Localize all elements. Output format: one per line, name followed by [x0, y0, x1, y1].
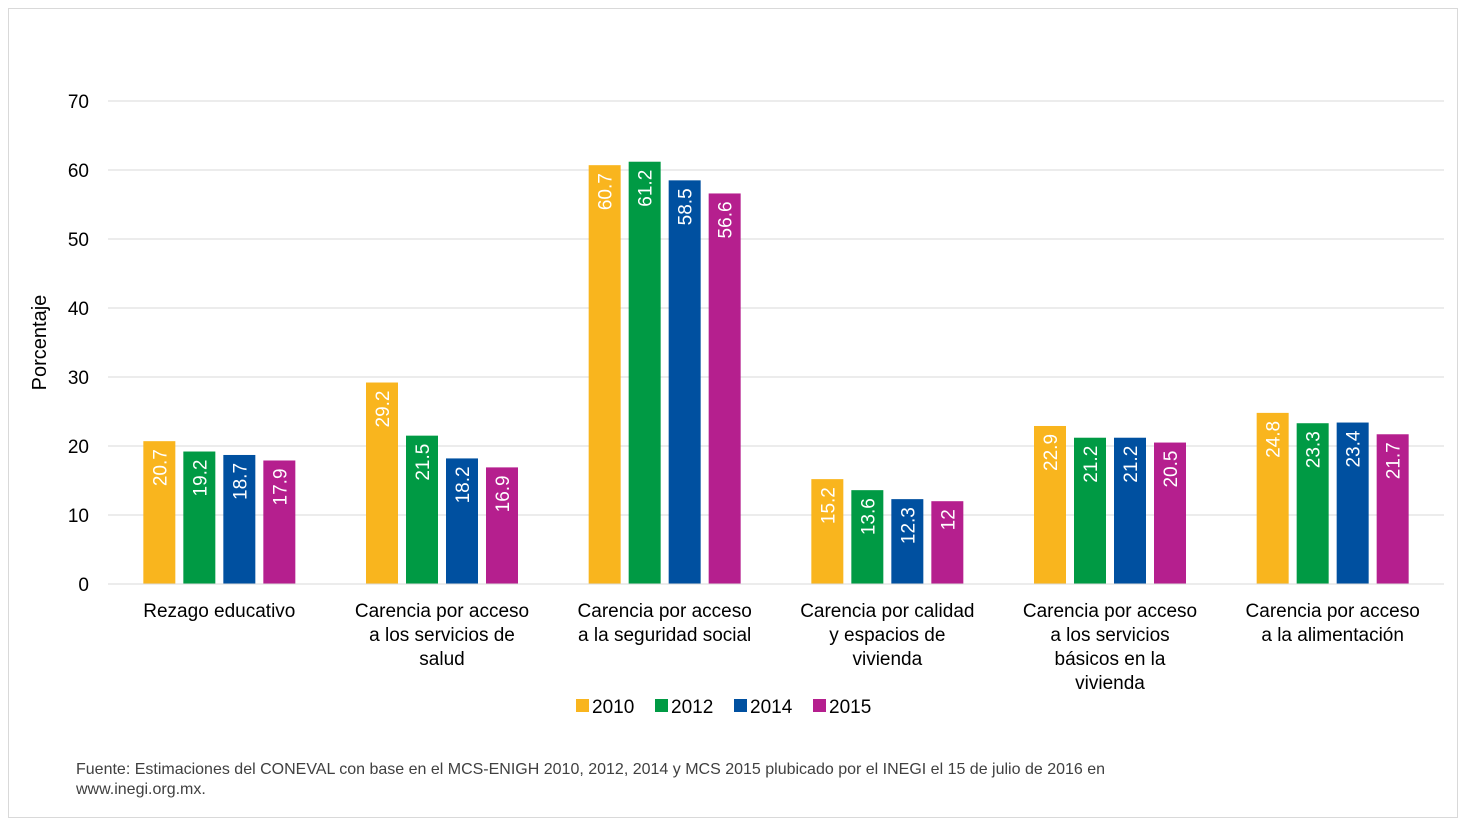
y-tick-label: 10 — [68, 506, 89, 527]
legend-label-2015: 2015 — [829, 697, 871, 718]
category-label: salud — [419, 649, 464, 670]
category-label: Carencia por acceso — [1023, 601, 1197, 622]
legend-swatch-2015 — [813, 699, 826, 712]
category-label: Carencia por acceso — [355, 601, 529, 622]
bar-2010 — [366, 382, 398, 584]
category-label: Carencia por calidad — [800, 601, 974, 622]
data-label: 16.9 — [493, 475, 514, 512]
legend-swatch-2010 — [576, 699, 589, 712]
bar-2015 — [931, 501, 964, 584]
category-label: a la alimentación — [1261, 625, 1404, 646]
category-label: vivienda — [1075, 673, 1145, 694]
y-axis-label: Porcentaje — [29, 295, 51, 391]
bar-2010 — [1256, 412, 1289, 584]
source-note: Fuente: Estimaciones del CONEVAL con bas… — [76, 761, 1106, 798]
category-label: vivienda — [852, 649, 922, 670]
data-label: 18.7 — [230, 463, 251, 500]
data-label: 21.2 — [1081, 446, 1102, 483]
bar-2012 — [628, 161, 661, 584]
data-label: 21.5 — [413, 444, 434, 481]
data-label: 60.7 — [596, 173, 617, 210]
bar-2014 — [446, 458, 478, 584]
bar-2014 — [223, 454, 256, 584]
legend-label-2010: 2010 — [592, 697, 634, 718]
data-label: 58.5 — [676, 188, 697, 225]
y-tick-label: 60 — [68, 161, 89, 182]
bar-2014 — [1114, 437, 1146, 584]
data-label: 12 — [938, 509, 959, 530]
bar-2012 — [406, 435, 438, 584]
data-label: 20.7 — [150, 449, 171, 486]
data-label: 20.5 — [1161, 451, 1182, 488]
data-label: 21.7 — [1384, 442, 1405, 479]
bar-2015 — [708, 193, 741, 584]
bar-2010 — [588, 165, 621, 585]
y-tick-label: 30 — [68, 368, 89, 389]
category-label: y espacios de — [829, 625, 945, 646]
bar-2010 — [1034, 425, 1066, 584]
data-label: 12.3 — [898, 507, 919, 544]
data-label: 19.2 — [190, 460, 211, 497]
data-label: 21.2 — [1121, 446, 1142, 483]
data-label: 23.3 — [1304, 431, 1325, 468]
bar-2012 — [183, 451, 216, 584]
category-label: a la seguridad social — [578, 625, 751, 646]
data-label: 17.9 — [270, 468, 291, 505]
bar-2014 — [891, 499, 924, 584]
bar-2015 — [263, 460, 296, 584]
data-label: 13.6 — [858, 498, 879, 535]
bar-2012 — [1074, 437, 1106, 584]
category-label: básicos en la — [1055, 649, 1166, 670]
category-label: a los servicios de — [369, 625, 515, 646]
bar-2012 — [1296, 423, 1329, 584]
y-tick-label: 0 — [78, 575, 89, 596]
bar-2014 — [1336, 422, 1369, 584]
y-tick-label: 40 — [68, 299, 89, 320]
legend-label-2012: 2012 — [671, 697, 713, 718]
bar-2012 — [851, 490, 884, 584]
y-tick-label: 70 — [68, 92, 89, 113]
bar-2015 — [1154, 442, 1186, 584]
category-label: a los servicios — [1050, 625, 1169, 646]
data-label: 18.2 — [453, 466, 474, 503]
category-label: Carencia por acceso — [1246, 601, 1420, 622]
data-label: 23.4 — [1344, 430, 1365, 467]
data-label: 29.2 — [373, 391, 394, 428]
y-tick-label: 50 — [68, 230, 89, 251]
bar-2014 — [668, 180, 701, 584]
legend-swatch-2014 — [734, 699, 747, 712]
data-label: 22.9 — [1041, 434, 1062, 471]
bar-2015 — [1376, 434, 1409, 584]
category-label: Carencia por acceso — [578, 601, 752, 622]
data-label: 15.2 — [818, 487, 839, 524]
bar-2010 — [143, 441, 176, 584]
data-label: 24.8 — [1264, 421, 1285, 458]
data-label: 61.2 — [636, 170, 657, 207]
legend-label-2014: 2014 — [750, 697, 793, 718]
y-tick-label: 20 — [68, 437, 89, 458]
bar-2010 — [811, 479, 844, 584]
bar-2015 — [486, 467, 518, 584]
data-label: 56.6 — [716, 201, 737, 238]
category-label: Rezago educativo — [143, 601, 295, 622]
legend-swatch-2012 — [655, 699, 668, 712]
